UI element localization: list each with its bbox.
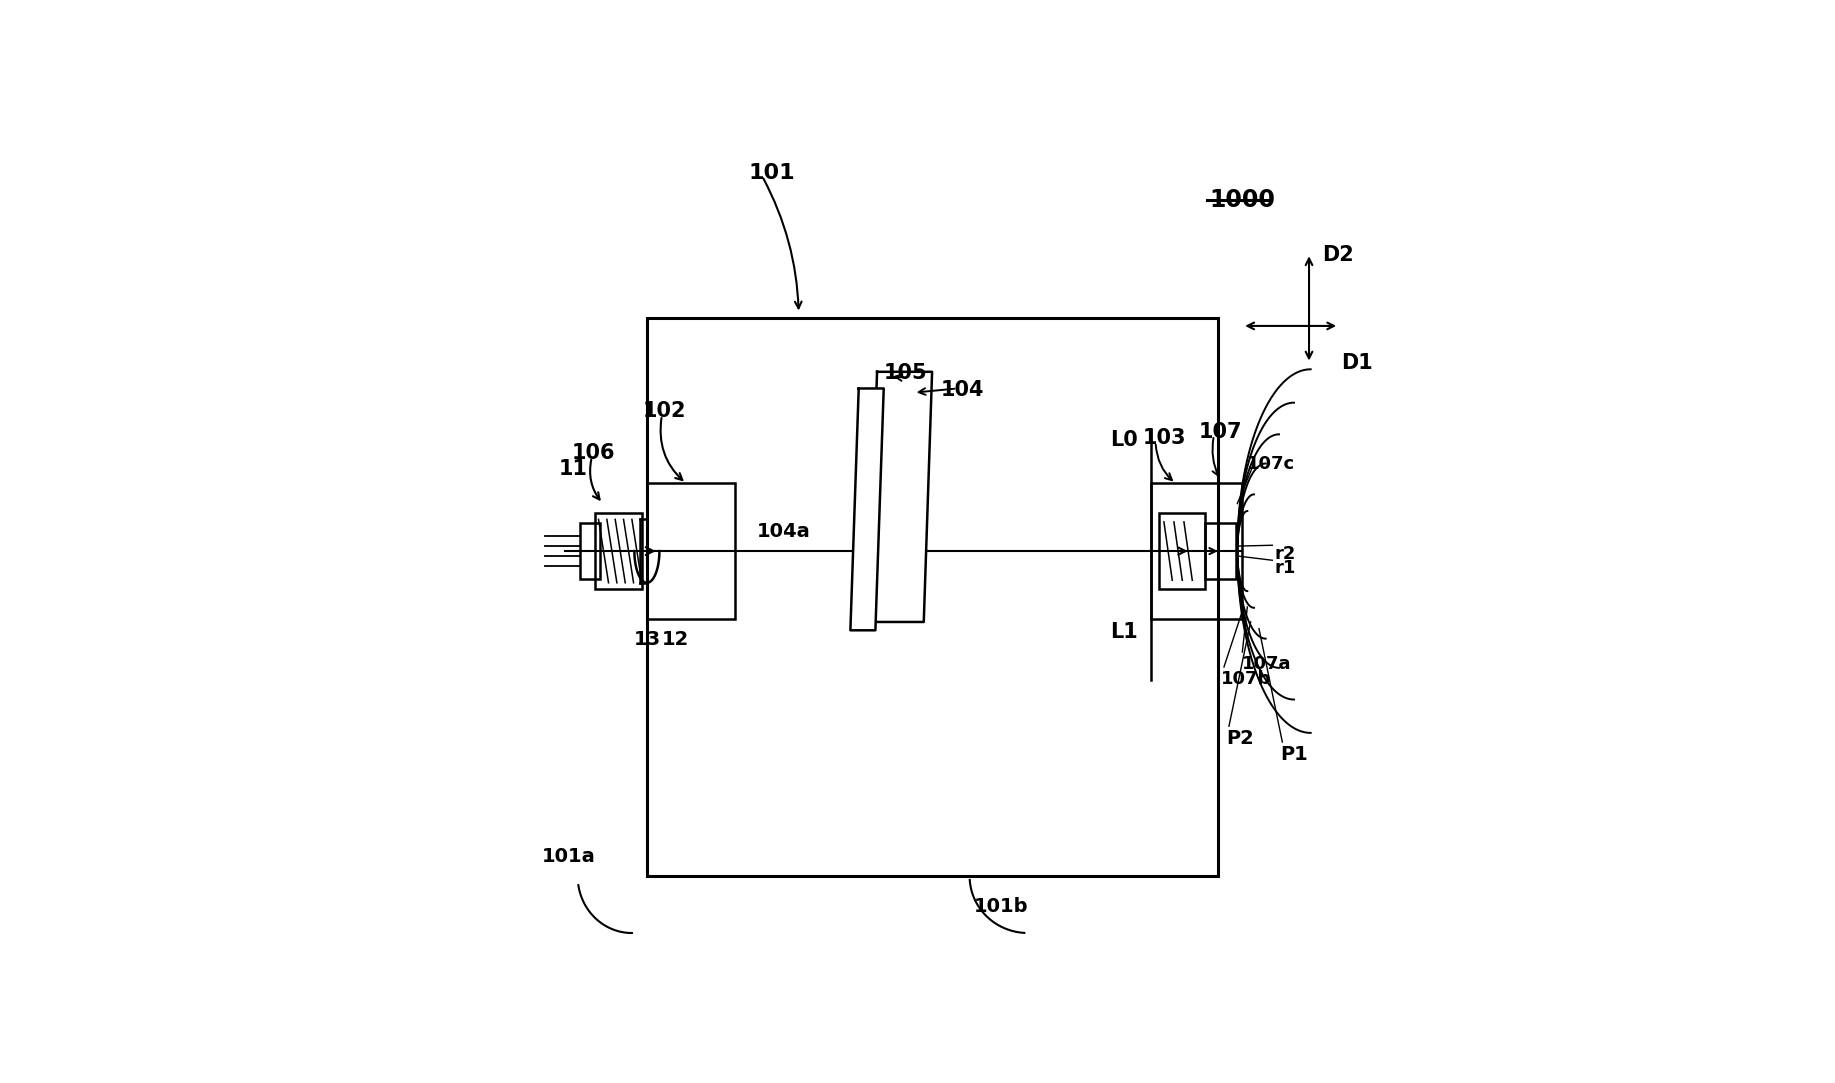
Text: 12: 12 — [662, 630, 690, 650]
Text: 103: 103 — [1141, 429, 1185, 448]
Text: 104: 104 — [941, 380, 984, 400]
Text: r2: r2 — [1273, 545, 1296, 563]
Bar — [648, 317, 1218, 876]
Text: 106: 106 — [573, 443, 615, 462]
Text: 107a: 107a — [1242, 655, 1292, 674]
Bar — [1160, 512, 1206, 589]
Bar — [1151, 483, 1242, 619]
Text: 13: 13 — [633, 630, 661, 650]
Polygon shape — [868, 371, 932, 622]
Bar — [580, 523, 600, 579]
Text: 107c: 107c — [1248, 455, 1296, 473]
Bar — [1206, 523, 1237, 579]
Text: D2: D2 — [1323, 245, 1354, 265]
Text: L1: L1 — [1110, 622, 1138, 642]
Text: 1000: 1000 — [1209, 188, 1275, 212]
Text: P2: P2 — [1226, 729, 1253, 747]
Text: 101a: 101a — [541, 847, 596, 866]
Polygon shape — [850, 389, 884, 630]
Text: 105: 105 — [884, 364, 927, 383]
Text: 101b: 101b — [974, 897, 1028, 916]
Text: r1: r1 — [1273, 559, 1296, 576]
Text: P1: P1 — [1281, 745, 1308, 765]
Text: 11: 11 — [558, 459, 587, 480]
Text: L0: L0 — [1110, 430, 1138, 451]
Bar — [648, 483, 736, 619]
Text: D1: D1 — [1341, 353, 1373, 374]
Text: 104a: 104a — [758, 522, 811, 540]
Text: 107b: 107b — [1220, 670, 1272, 689]
Text: 101: 101 — [749, 164, 795, 183]
Text: 102: 102 — [642, 401, 686, 421]
Bar — [595, 512, 642, 589]
Text: 107: 107 — [1198, 422, 1242, 442]
